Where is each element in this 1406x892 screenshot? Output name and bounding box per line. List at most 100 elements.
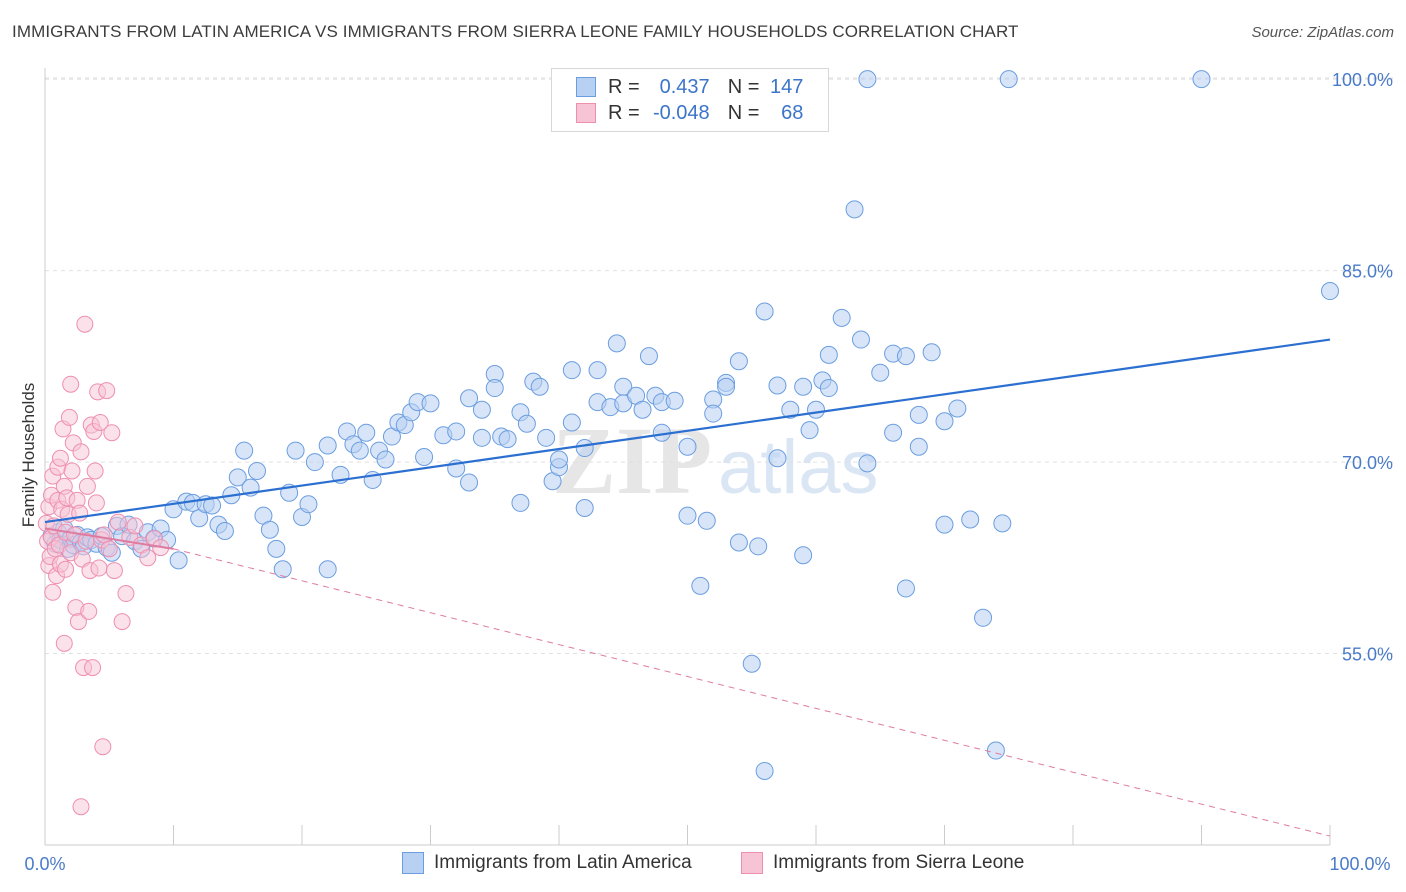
latin-america-point: [299, 495, 318, 514]
latin-america-point: [807, 400, 825, 419]
watermark-atlas: atlas: [718, 425, 879, 510]
latin-america-point: [511, 493, 530, 512]
latin-america-point: [286, 441, 305, 460]
latin-america-point: [717, 377, 736, 396]
sierra-leone-trend-dashed: [173, 548, 1331, 837]
latin-america-point: [819, 379, 838, 398]
sierra-leone-point: [72, 443, 90, 461]
legend-n-label: N =: [727, 75, 760, 98]
sierra-leone-point: [139, 549, 157, 567]
latin-america-point: [472, 400, 491, 419]
latin-america-point: [575, 499, 594, 518]
latin-america-point: [575, 439, 594, 458]
legend-n-label: N =: [727, 101, 760, 124]
latin-america-point: [800, 421, 819, 440]
bottom-legend-sierra-leone: Immigrants from Sierra Leone: [741, 852, 1024, 874]
latin-america-point: [248, 462, 267, 481]
legend-row-latin-america: R = 0.437 N = 147: [576, 75, 803, 99]
latin-america-point: [845, 200, 864, 219]
sierra-leone-point: [69, 613, 87, 631]
latin-america-point: [678, 506, 697, 525]
legend-n-value: 147: [770, 75, 804, 98]
latin-america-point: [794, 377, 813, 396]
sierra-leone-point: [62, 375, 80, 393]
latin-america-point: [729, 352, 748, 371]
latin-america-point: [749, 537, 768, 556]
latin-america-point: [273, 560, 292, 579]
latin-america-point: [498, 430, 517, 449]
x-tick-label: 0.0%: [24, 854, 65, 874]
latin-america-point: [691, 576, 710, 595]
latin-america-point: [350, 441, 369, 460]
latin-america-point: [755, 761, 774, 780]
sierra-leone-point: [109, 513, 127, 531]
tick-labels: 100.0% 85.0% 70.0% 55.0% 0.0% 100.0%: [24, 70, 1393, 874]
bottom-legend-label: Immigrants from Latin America: [434, 852, 692, 873]
sierra-leone-point: [60, 408, 78, 426]
latin-america-point: [639, 347, 658, 366]
sierra-leone-point: [117, 585, 135, 603]
legend-r-label: R =: [608, 101, 640, 124]
bottom-legend-swatch-blue: [402, 852, 424, 874]
latin-america-point: [376, 450, 395, 469]
sierra-leone-point: [72, 798, 90, 816]
latin-america-point: [948, 399, 967, 418]
latin-america-point: [460, 473, 479, 492]
latin-america-point: [851, 330, 870, 349]
latin-america-point: [267, 539, 286, 558]
latin-america-point: [421, 394, 440, 413]
sierra-leone-point: [78, 477, 96, 495]
latin-america-point: [896, 347, 915, 366]
latin-america-point: [447, 422, 466, 441]
bottom-legend-swatch-pink: [741, 852, 763, 874]
sierra-leone-point: [84, 659, 102, 677]
latin-america-point: [357, 423, 376, 442]
sierra-leone-point: [103, 424, 121, 442]
gridlines: [45, 77, 1395, 655]
latin-america-point: [961, 510, 980, 529]
latin-america-point: [562, 361, 581, 380]
y-tick-label: 85.0%: [1342, 262, 1393, 282]
correlation-legend: R = 0.437 N = 147 R = -0.048 N = 68: [551, 68, 829, 132]
latin-america-point: [729, 533, 748, 552]
y-tick-label: 70.0%: [1342, 453, 1393, 473]
legend-n-value: 68: [781, 101, 804, 124]
sierra-leone-point: [94, 738, 112, 756]
latin-america-point: [986, 741, 1005, 760]
latin-america-point: [909, 405, 928, 424]
latin-america-point: [318, 560, 337, 579]
sierra-leone-point: [98, 382, 116, 400]
sierra-leone-point: [51, 449, 69, 467]
latin-america-point: [1192, 70, 1211, 89]
axes: [44, 68, 1331, 846]
latin-america-point: [832, 308, 851, 327]
legend-row-sierra-leone: R = -0.048 N = 68: [576, 101, 803, 125]
latin-america-point: [260, 520, 279, 539]
latin-america-point: [993, 514, 1012, 533]
latin-america-point: [537, 428, 556, 447]
latin-america-point: [318, 436, 337, 455]
sierra-leone-point: [55, 634, 73, 652]
sierra-leone-point: [80, 602, 98, 620]
trend-lines: [44, 338, 1331, 837]
latin-america-point: [999, 70, 1018, 89]
sierra-leone-points: [37, 315, 170, 816]
latin-america-trend-line: [44, 338, 1331, 524]
latin-america-point: [704, 404, 723, 423]
latin-america-point: [472, 428, 491, 447]
latin-america-point: [678, 437, 697, 456]
latin-america-point: [742, 654, 761, 673]
latin-america-point: [485, 379, 504, 398]
sierra-leone-point: [86, 462, 104, 480]
sierra-leone-point: [100, 540, 118, 558]
latin-america-point: [909, 437, 928, 456]
latin-america-point: [974, 608, 993, 627]
latin-america-point: [884, 423, 903, 442]
legend-r-label: R =: [608, 75, 640, 98]
sierra-leone-point: [57, 560, 75, 578]
sierra-leone-point: [113, 613, 131, 631]
sierra-leone-point: [105, 562, 123, 580]
legend-r-value: 0.437: [659, 75, 710, 98]
sierra-leone-point: [90, 559, 108, 577]
